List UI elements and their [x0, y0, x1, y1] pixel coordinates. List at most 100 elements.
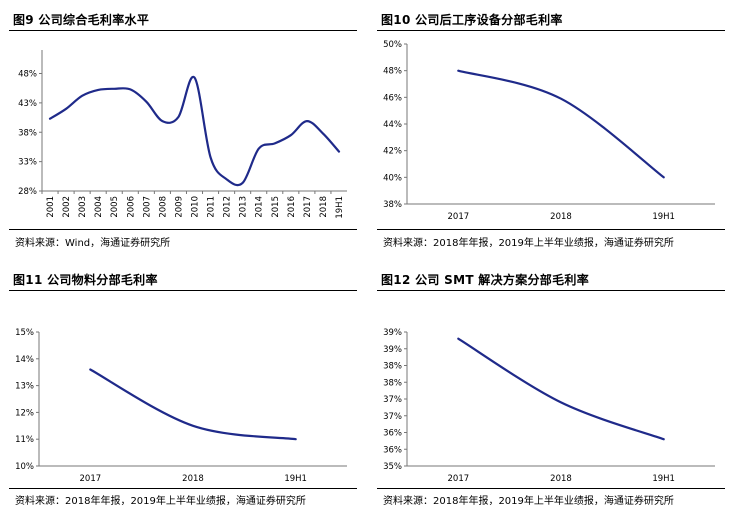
x-tick-label: 2002: [62, 196, 72, 218]
x-tick-label: 2015: [271, 196, 281, 218]
x-tick-label: 2018: [550, 212, 572, 222]
x-tick-label: 2006: [126, 196, 136, 218]
y-tick-label: 48%: [18, 70, 37, 80]
data-point: [194, 77, 196, 79]
data-point: [113, 88, 115, 90]
data-point: [663, 438, 665, 440]
x-tick-label: 2010: [191, 196, 201, 218]
data-point: [290, 134, 292, 136]
y-tick-label: 36%: [383, 445, 402, 455]
data-point: [226, 178, 228, 180]
data-point: [306, 120, 308, 122]
data-point: [274, 142, 276, 144]
data-point: [65, 108, 67, 110]
y-tick-label: 36%: [383, 429, 402, 439]
data-point: [161, 120, 163, 122]
y-tick-label: 38%: [383, 200, 402, 210]
y-tick-label: 14%: [15, 355, 34, 365]
y-tick-label: 15%: [15, 328, 34, 338]
chart-panel-smt-solutions: 图12 公司 SMT 解决方案分部毛利率 35% 36% 36% 37% 37% 38% 3…: [377, 268, 725, 513]
chart-plot: 10% 11% 12% 13% 14% 15% 2017 2018 19H1: [15, 328, 347, 484]
series-line: [457, 337, 665, 441]
x-tick-label: 19H1: [284, 474, 307, 484]
x-tick-label: 2016: [287, 196, 297, 218]
y-tick-label: 12%: [15, 408, 34, 418]
x-tick-label: 2005: [110, 196, 120, 218]
x-tick-label: 2018: [550, 474, 572, 484]
series-line: [457, 69, 665, 179]
y-tick-label: 13%: [15, 382, 34, 392]
y-tick-label: 39%: [383, 328, 402, 338]
x-tick-label: 19H1: [652, 212, 675, 222]
source-note: 资料来源：Wind，海通证券研究所: [15, 238, 171, 249]
x-tick-label: 2012: [223, 196, 233, 218]
source-note: 资料来源：2018年年报，2019年上半年业绩报，海通证券研究所: [383, 496, 674, 507]
y-tick-label: 38%: [18, 128, 37, 138]
y-tick-label: 37%: [383, 412, 402, 422]
x-tick-label: 19H1: [335, 196, 345, 219]
data-point: [97, 89, 99, 91]
x-tick-label: 2017: [448, 474, 470, 484]
x-tick-label: 2018: [182, 474, 204, 484]
data-point: [457, 70, 459, 72]
y-tick-label: 42%: [383, 147, 402, 157]
y-tick-label: 35%: [383, 462, 402, 472]
chart-panel-gross-margin: 图9 公司综合毛利率水平 28% 33% 38% 43% 48% 2001 2002 2003…: [9, 8, 357, 254]
chart-title: 图11 公司物料分部毛利率: [13, 273, 158, 287]
x-tick-label: 2017: [80, 474, 102, 484]
x-tick-label: 2009: [174, 196, 184, 218]
x-tick-label: 2013: [239, 196, 249, 218]
y-tick-label: 37%: [383, 395, 402, 405]
y-tick-label: 33%: [18, 158, 37, 168]
y-tick-label: 43%: [18, 99, 37, 109]
chart-plot: 35% 36% 36% 37% 37% 38% 38% 39% 39% 2017 2018 19H1: [383, 328, 715, 484]
chart-header: 图11 公司物料分部毛利率: [9, 268, 357, 291]
x-tick-label: 2007: [142, 196, 152, 218]
chart-plot: 28% 33% 38% 43% 48% 2001 2002 2003 2004 2005 2006 2…: [18, 50, 347, 219]
y-tick-label: 11%: [15, 435, 34, 445]
chart-title: 图10 公司后工序设备分部毛利率: [381, 13, 563, 27]
series-line: [48, 75, 341, 187]
chart-panel-materials: 图11 公司物料分部毛利率 10% 11% 12% 13% 14% 15% 2017 2018…: [9, 268, 357, 513]
x-tick-label: 2017: [303, 196, 313, 218]
data-point: [145, 101, 147, 103]
y-tick-label: 44%: [383, 120, 402, 130]
chart-plot: 38% 40% 42% 44% 46% 48% 50% 2017 2018 19H1: [383, 40, 715, 222]
y-tick-label: 48%: [383, 67, 402, 77]
chart-header: 图9 公司综合毛利率水平: [9, 8, 357, 31]
chart-panel-backend-equipment: 图10 公司后工序设备分部毛利率 38% 40% 42% 44% 46% 48% 50% 20…: [377, 8, 725, 254]
chart-header: 图10 公司后工序设备分部毛利率: [377, 8, 725, 31]
x-tick-label: 2001: [46, 196, 56, 218]
data-point: [295, 438, 297, 440]
source-note: 资料来源：2018年年报，2019年上半年业绩报，海通证券研究所: [383, 238, 674, 249]
x-tick-label: 2008: [158, 196, 168, 218]
data-point: [322, 132, 324, 134]
y-tick-label: 50%: [383, 40, 402, 50]
data-point: [338, 151, 340, 153]
data-point: [560, 401, 562, 403]
y-tick-label: 38%: [383, 362, 402, 372]
chart-header: 图12 公司 SMT 解决方案分部毛利率: [377, 268, 725, 291]
data-point: [663, 176, 665, 178]
y-tick-label: 40%: [383, 173, 402, 183]
data-point: [560, 98, 562, 100]
chart-title: 图9 公司综合毛利率水平: [13, 13, 150, 27]
y-tick-label: 39%: [383, 345, 402, 355]
series-line: [89, 368, 297, 441]
x-tick-label: 2011: [207, 196, 217, 218]
y-tick-label: 46%: [383, 93, 402, 103]
data-point: [177, 116, 179, 118]
data-point: [192, 425, 194, 427]
y-tick-label: 28%: [18, 187, 37, 197]
x-tick-label: 2003: [78, 196, 88, 218]
data-point: [457, 338, 459, 340]
x-tick-label: 2004: [94, 196, 104, 218]
y-tick-label: 38%: [383, 378, 402, 388]
data-point: [242, 182, 244, 184]
data-point: [89, 369, 91, 371]
y-tick-label: 10%: [15, 462, 34, 472]
x-tick-label: 19H1: [652, 474, 675, 484]
source-note: 资料来源：2018年年报，2019年上半年业绩报，海通证券研究所: [15, 496, 306, 507]
x-tick-label: 2014: [255, 196, 265, 218]
data-point: [129, 88, 131, 90]
